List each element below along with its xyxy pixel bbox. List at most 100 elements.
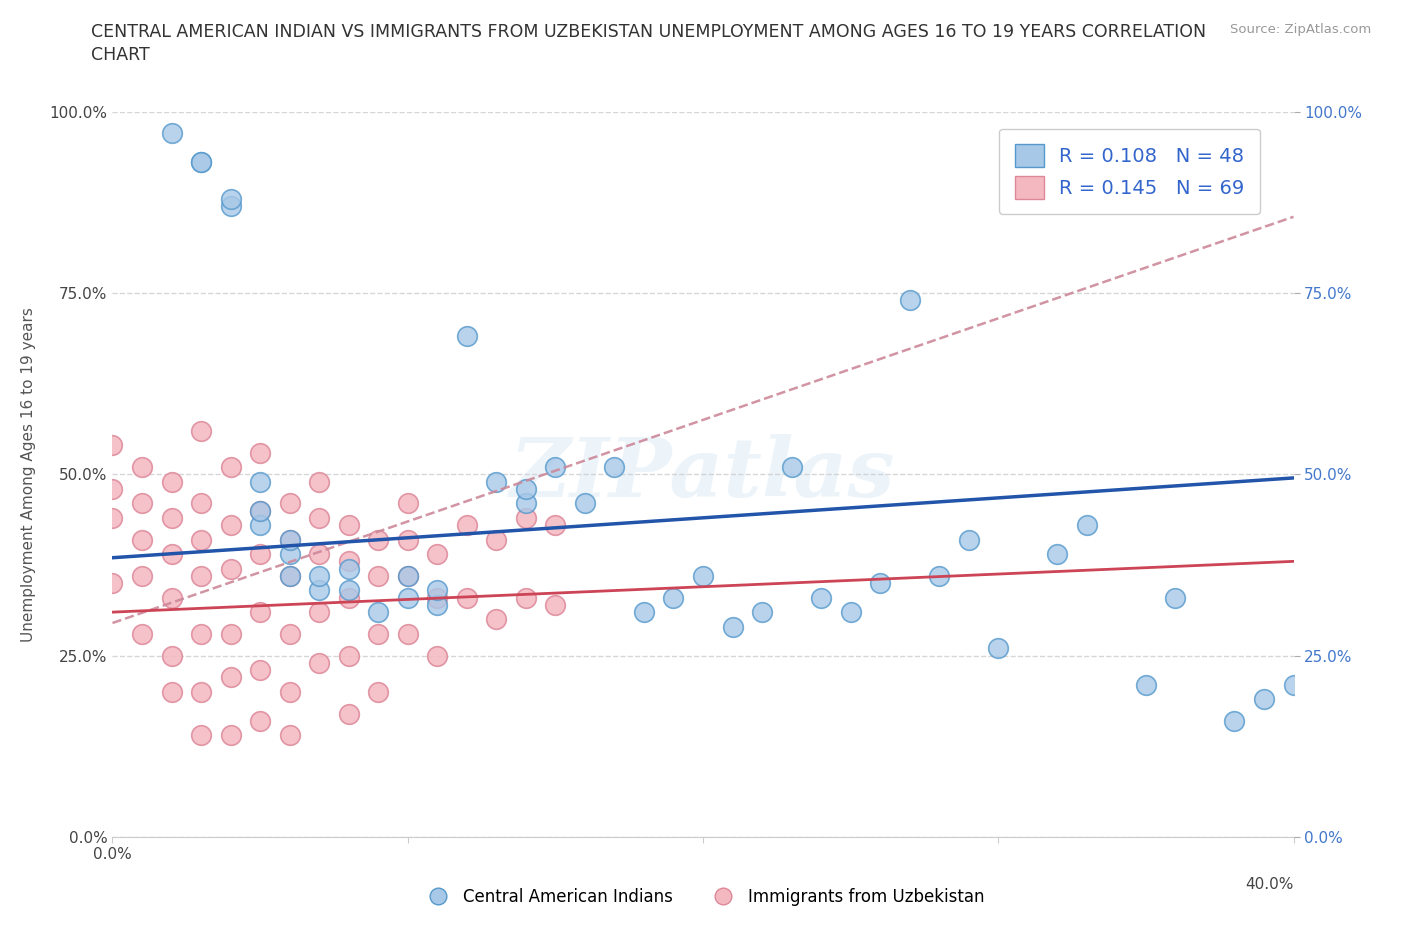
Central American Indians (987, 641, 1010, 656)
Central American Indians (957, 532, 980, 547)
Text: ZIPatlas: ZIPatlas (510, 434, 896, 514)
Central American Indians (219, 198, 242, 213)
Central American Indians (1076, 518, 1098, 533)
Immigrants from Uzbekistan (101, 576, 124, 591)
Immigrants from Uzbekistan (249, 604, 271, 619)
Central American Indians (190, 155, 212, 170)
Immigrants from Uzbekistan (367, 568, 389, 583)
Central American Indians (308, 583, 330, 598)
Immigrants from Uzbekistan (131, 496, 153, 511)
Central American Indians (485, 474, 508, 489)
Immigrants from Uzbekistan (219, 627, 242, 642)
Central American Indians (574, 496, 596, 511)
Immigrants from Uzbekistan (308, 604, 330, 619)
Immigrants from Uzbekistan (367, 532, 389, 547)
Immigrants from Uzbekistan (160, 474, 183, 489)
Central American Indians (515, 496, 537, 511)
Immigrants from Uzbekistan (396, 568, 419, 583)
Central American Indians (515, 482, 537, 497)
Central American Indians (928, 568, 950, 583)
Immigrants from Uzbekistan (278, 728, 301, 743)
Immigrants from Uzbekistan (278, 532, 301, 547)
Central American Indians (160, 126, 183, 140)
Central American Indians (426, 583, 449, 598)
Immigrants from Uzbekistan (485, 612, 508, 627)
Text: 40.0%: 40.0% (1246, 877, 1294, 892)
Central American Indians (1223, 713, 1246, 728)
Central American Indians (662, 591, 685, 605)
Immigrants from Uzbekistan (426, 648, 449, 663)
Central American Indians (367, 604, 389, 619)
Immigrants from Uzbekistan (101, 438, 124, 453)
Immigrants from Uzbekistan (515, 591, 537, 605)
Immigrants from Uzbekistan (337, 706, 360, 721)
Immigrants from Uzbekistan (249, 503, 271, 518)
Central American Indians (337, 561, 360, 576)
Immigrants from Uzbekistan (219, 518, 242, 533)
Immigrants from Uzbekistan (426, 547, 449, 562)
Immigrants from Uzbekistan (544, 518, 567, 533)
Immigrants from Uzbekistan (190, 423, 212, 438)
Immigrants from Uzbekistan (160, 684, 183, 699)
Immigrants from Uzbekistan (160, 511, 183, 525)
Immigrants from Uzbekistan (249, 445, 271, 460)
Immigrants from Uzbekistan (131, 532, 153, 547)
Immigrants from Uzbekistan (190, 728, 212, 743)
Central American Indians (1312, 750, 1334, 764)
Immigrants from Uzbekistan (456, 591, 478, 605)
Immigrants from Uzbekistan (131, 627, 153, 642)
Immigrants from Uzbekistan (249, 547, 271, 562)
Immigrants from Uzbekistan (337, 591, 360, 605)
Immigrants from Uzbekistan (278, 496, 301, 511)
Central American Indians (249, 474, 271, 489)
Immigrants from Uzbekistan (190, 532, 212, 547)
Immigrants from Uzbekistan (219, 459, 242, 474)
Central American Indians (190, 155, 212, 170)
Immigrants from Uzbekistan (101, 482, 124, 497)
Central American Indians (278, 547, 301, 562)
Central American Indians (1253, 692, 1275, 707)
Immigrants from Uzbekistan (337, 554, 360, 569)
Immigrants from Uzbekistan (190, 568, 212, 583)
Immigrants from Uzbekistan (308, 547, 330, 562)
Central American Indians (692, 568, 714, 583)
Central American Indians (1135, 677, 1157, 692)
Immigrants from Uzbekistan (219, 670, 242, 684)
Immigrants from Uzbekistan (456, 518, 478, 533)
Immigrants from Uzbekistan (396, 496, 419, 511)
Central American Indians (1282, 677, 1305, 692)
Central American Indians (337, 583, 360, 598)
Central American Indians (249, 503, 271, 518)
Central American Indians (869, 576, 891, 591)
Central American Indians (396, 591, 419, 605)
Central American Indians (839, 604, 862, 619)
Central American Indians (396, 568, 419, 583)
Central American Indians (721, 619, 744, 634)
Central American Indians (780, 459, 803, 474)
Immigrants from Uzbekistan (308, 656, 330, 671)
Immigrants from Uzbekistan (219, 728, 242, 743)
Central American Indians (249, 518, 271, 533)
Immigrants from Uzbekistan (308, 511, 330, 525)
Central American Indians (278, 532, 301, 547)
Immigrants from Uzbekistan (367, 627, 389, 642)
Immigrants from Uzbekistan (337, 648, 360, 663)
Text: CHART: CHART (91, 46, 150, 64)
Central American Indians (1046, 547, 1069, 562)
Immigrants from Uzbekistan (515, 511, 537, 525)
Central American Indians (544, 459, 567, 474)
Central American Indians (426, 597, 449, 612)
Immigrants from Uzbekistan (278, 568, 301, 583)
Immigrants from Uzbekistan (190, 684, 212, 699)
Central American Indians (278, 568, 301, 583)
Immigrants from Uzbekistan (337, 518, 360, 533)
Immigrants from Uzbekistan (278, 684, 301, 699)
Immigrants from Uzbekistan (160, 648, 183, 663)
Immigrants from Uzbekistan (131, 459, 153, 474)
Immigrants from Uzbekistan (367, 684, 389, 699)
Legend: R = 0.108   N = 48, R = 0.145   N = 69: R = 0.108 N = 48, R = 0.145 N = 69 (1000, 128, 1260, 214)
Immigrants from Uzbekistan (249, 713, 271, 728)
Text: Source: ZipAtlas.com: Source: ZipAtlas.com (1230, 23, 1371, 36)
Central American Indians (633, 604, 655, 619)
Legend: Central American Indians, Immigrants from Uzbekistan: Central American Indians, Immigrants fro… (415, 881, 991, 912)
